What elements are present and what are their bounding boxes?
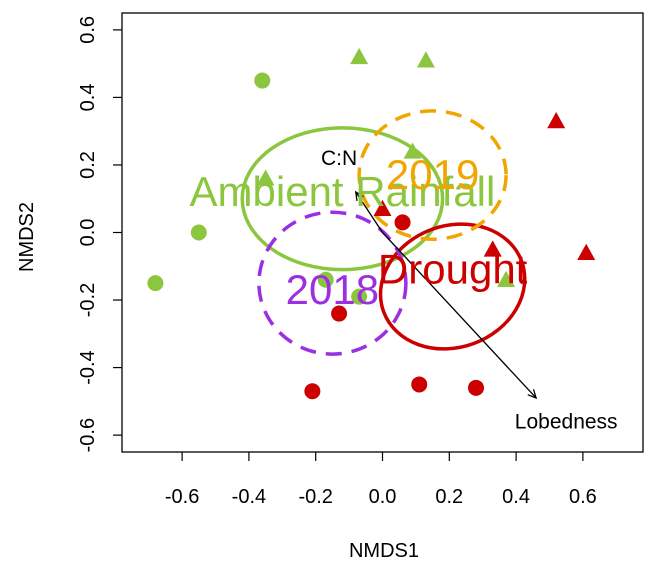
ellipses [240,109,527,356]
point-triangle [403,142,422,159]
point-circle [394,214,411,231]
point-circle [304,383,321,400]
vector-arrowhead [527,389,538,400]
ellipse-label-drought: Drought [378,246,528,293]
point-triangle [416,51,435,68]
y-axis-label: NMDS2 [16,202,38,272]
point-triangle [577,243,596,260]
x-tick-label: 0.2 [435,486,463,508]
y-tick-label: 0.2 [77,151,99,179]
vector-label: C:N [321,147,357,170]
x-tick-label: 0.4 [502,486,530,508]
y-tick-label: -0.4 [77,350,99,384]
point-circle [190,224,207,241]
point-circle [147,275,164,292]
y-tick-label: 0.4 [77,84,99,112]
x-tick-label: -0.6 [165,486,199,508]
points [147,47,596,400]
point-triangle [350,47,369,65]
point-circle [331,305,348,322]
point-triangle [373,199,392,217]
ellipse-label-2018: 2018 [286,266,379,313]
point-triangle [483,240,502,257]
vector-label: Lobedness [515,410,618,433]
vectors: C:N Lobedness [321,147,618,433]
point-triangle [256,169,275,186]
ellipse-drought [378,222,527,351]
x-tick-label: -0.2 [298,486,332,508]
point-circle [411,376,428,393]
vector-line [355,191,384,233]
y-tick-label: 0.6 [77,16,99,44]
point-circle [351,288,368,305]
vector-arrowhead [354,190,364,201]
ellipse-label-ambient-rainfall: Ambient Rainfall [190,168,496,215]
ellipse-2019 [357,109,508,242]
point-circle [468,379,485,396]
x-axis-label: NMDS1 [349,540,419,562]
point-circle [317,271,334,288]
y-tick-label: -0.2 [77,283,99,317]
axes: -0.6 -0.4 -0.2 0.0 0.2 0.4 0.6 -0.6 -0.4 -0.2 0.0 0… [77,12,644,508]
point-triangle [497,270,516,287]
y-tick-label: 0.0 [77,219,99,247]
y-tick-label: -0.6 [77,418,99,452]
vector-line [382,232,537,399]
x-tick-label: 0.0 [369,486,397,508]
ellipse-ambient-rainfall [240,126,445,272]
point-circle [254,72,271,89]
point-triangle [547,112,566,129]
x-tick-label: 0.6 [569,486,597,508]
ellipse-2018 [257,210,408,356]
x-tick-label: -0.4 [232,486,266,508]
ellipse-label-2019: 2019 [386,151,479,198]
